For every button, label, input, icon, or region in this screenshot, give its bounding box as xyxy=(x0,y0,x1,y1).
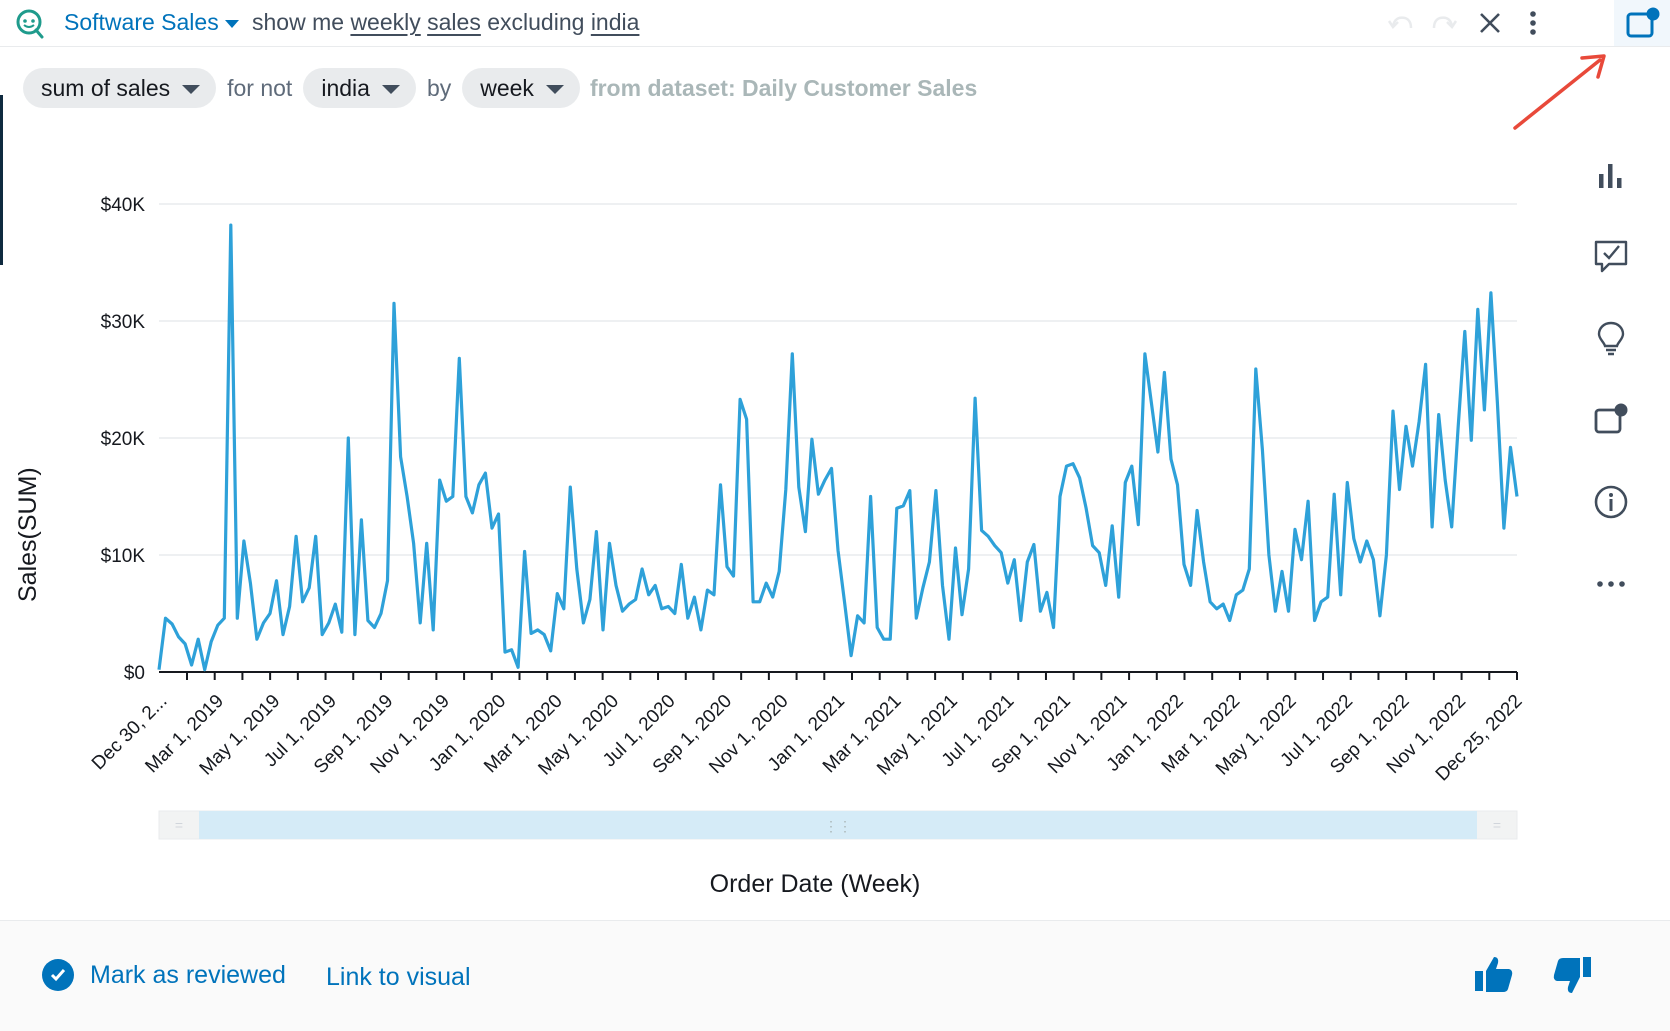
range-slider-window xyxy=(199,811,1477,839)
chevron-down-icon xyxy=(182,84,201,94)
check-circle-icon xyxy=(42,959,74,991)
bar-chart-icon[interactable] xyxy=(1593,156,1629,192)
query-term-sales[interactable]: sales xyxy=(427,9,481,35)
chevron-down-icon xyxy=(224,19,239,28)
q-logo-icon xyxy=(16,9,44,39)
groupby-chip[interactable]: week xyxy=(462,68,580,108)
range-slider-grip: ⋮⋮ xyxy=(824,818,852,834)
measure-label: sum of sales xyxy=(41,74,171,101)
undo-icon[interactable] xyxy=(1385,8,1415,38)
info-icon[interactable] xyxy=(1593,484,1629,520)
review-comment-icon[interactable] xyxy=(1593,238,1629,274)
range-slider-right-handle: = xyxy=(1493,817,1501,833)
query-prefix: show me xyxy=(252,9,351,35)
connector-for-not: for not xyxy=(227,74,293,101)
y-tick-label: $0 xyxy=(124,663,145,684)
mark-reviewed-button[interactable]: Mark as reviewed xyxy=(42,959,286,991)
annotation-arrow xyxy=(1513,54,1606,130)
dock-icon xyxy=(1626,7,1660,38)
topic-label: Software Sales xyxy=(64,9,219,35)
query-term-weekly[interactable]: weekly xyxy=(350,9,421,35)
lightbulb-icon[interactable] xyxy=(1593,320,1629,356)
sales-series-line xyxy=(157,223,1519,672)
chevron-down-icon xyxy=(381,84,400,94)
dataset-label: from dataset: Daily Customer Sales xyxy=(589,74,978,101)
measure-chip[interactable]: sum of sales xyxy=(23,68,217,108)
filter-chip[interactable]: india xyxy=(303,68,416,108)
chevron-down-icon xyxy=(545,84,564,94)
dock-panel-button[interactable] xyxy=(1614,0,1670,46)
redo-icon[interactable] xyxy=(1430,8,1460,38)
topic-selector[interactable]: Software Sales xyxy=(64,9,239,36)
query-chips: sum of sales for not india by week from … xyxy=(23,68,977,108)
query-term-india[interactable]: india xyxy=(590,9,640,35)
query-text[interactable]: show me weekly sales excluding india xyxy=(252,9,639,36)
close-icon[interactable] xyxy=(1475,8,1505,38)
range-slider-left-handle: = xyxy=(175,817,183,833)
more-vertical-icon[interactable] xyxy=(1518,8,1548,38)
y-tick-label: $30K xyxy=(101,312,146,333)
thumbs-up-icon[interactable] xyxy=(1472,953,1516,997)
thumbs-down-icon[interactable] xyxy=(1550,953,1594,997)
y-tick-label: $40K xyxy=(101,195,146,216)
link-to-visual-button[interactable]: Link to visual xyxy=(326,963,471,991)
x-axis-title: Order Date (Week) xyxy=(709,870,921,898)
footer-bar: Mark as reviewed Link to visual xyxy=(0,920,1670,1031)
mark-reviewed-label: Mark as reviewed xyxy=(90,960,286,989)
query-bar: Software Sales show me weekly sales excl… xyxy=(0,0,1670,47)
y-tick-label: $10K xyxy=(101,546,146,567)
groupby-label: week xyxy=(480,74,534,101)
dock-icon[interactable] xyxy=(1593,402,1629,438)
filter-label: india xyxy=(321,74,370,101)
y-tick-label: $20K xyxy=(101,429,146,450)
more-horizontal-icon[interactable] xyxy=(1593,566,1629,602)
window-edge xyxy=(0,95,3,265)
query-mid: excluding xyxy=(480,9,591,35)
connector-by: by xyxy=(426,74,452,101)
